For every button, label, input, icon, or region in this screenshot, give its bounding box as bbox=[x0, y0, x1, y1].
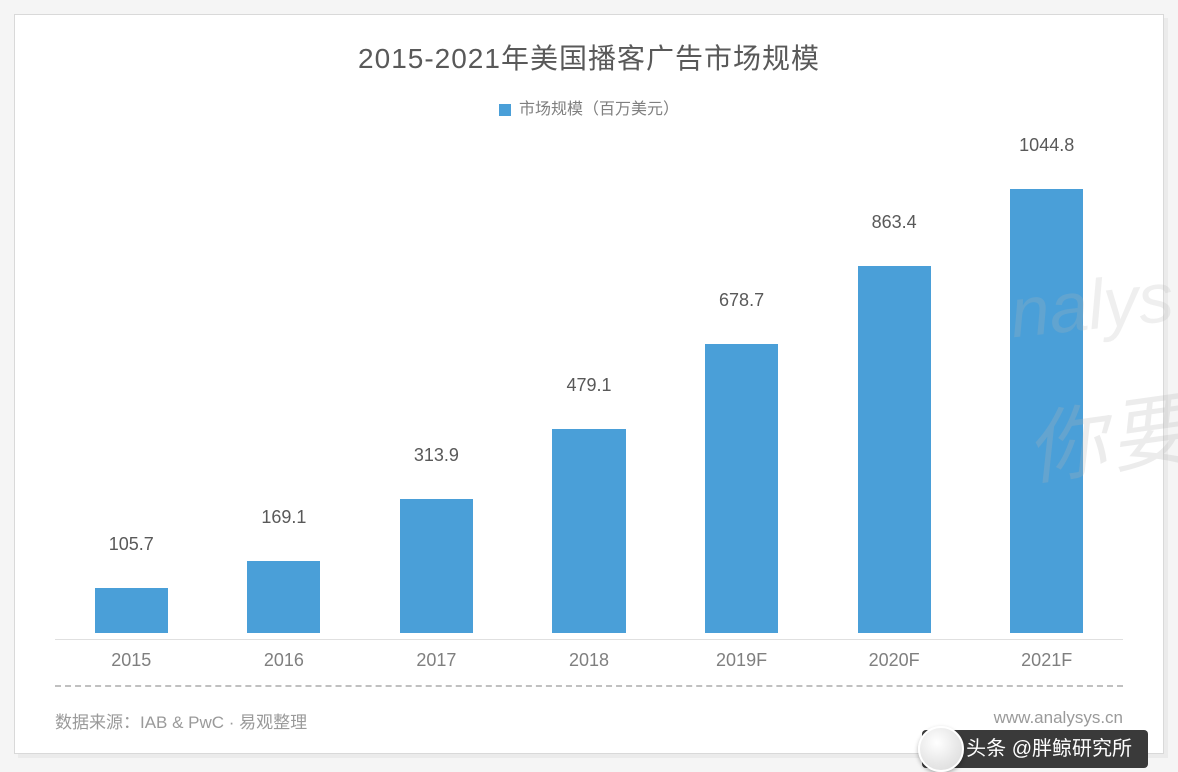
chart-legend: 市场规模（百万美元） bbox=[15, 95, 1163, 119]
bar bbox=[858, 266, 931, 633]
x-axis-label: 2020F bbox=[818, 650, 971, 671]
bar-value-label: 479.1 bbox=[513, 375, 666, 402]
bar bbox=[247, 561, 320, 633]
bar-value-label: 313.9 bbox=[360, 445, 513, 472]
bar-value-label: 1044.8 bbox=[970, 135, 1123, 162]
attribution-badge: 头条 @胖鲸研究所 bbox=[922, 730, 1148, 768]
bar-group: 863.4 bbox=[818, 165, 971, 633]
bar-value-label: 678.7 bbox=[665, 290, 818, 317]
chart-card: 2015-2021年美国播客广告市场规模 市场规模（百万美元） 105.7169… bbox=[14, 14, 1164, 754]
bar-value-label: 169.1 bbox=[208, 507, 361, 534]
x-axis-label: 2021F bbox=[970, 650, 1123, 671]
chart-plot-area: 105.7169.1 313.9 479.1 678.7 863.41044.8 bbox=[55, 165, 1123, 633]
x-axis-label: 2016 bbox=[208, 650, 361, 671]
chart-title: 2015-2021年美国播客广告市场规模 bbox=[15, 15, 1163, 77]
bar bbox=[1010, 189, 1083, 634]
bar-group: 105.7 bbox=[55, 165, 208, 633]
bar-group: 678.7 bbox=[665, 165, 818, 633]
avatar-icon bbox=[918, 726, 964, 772]
bar-value-label: 863.4 bbox=[818, 212, 971, 239]
bar-group: 313.9 bbox=[360, 165, 513, 633]
legend-swatch bbox=[499, 104, 511, 116]
x-axis-label: 2017 bbox=[360, 650, 513, 671]
bar-group: 1044.8 bbox=[970, 165, 1123, 633]
x-axis-label: 2018 bbox=[513, 650, 666, 671]
x-axis-label: 2015 bbox=[55, 650, 208, 671]
source-site-label: www.analysys.cn bbox=[994, 708, 1123, 728]
attribution-handle: @胖鲸研究所 bbox=[1012, 738, 1132, 760]
x-axis-labels: 20152016201720182019F2020F2021F bbox=[55, 639, 1123, 687]
bar-group: 169.1 bbox=[208, 165, 361, 633]
bar-group: 479.1 bbox=[513, 165, 666, 633]
bar bbox=[400, 499, 473, 633]
attribution-prefix: 头条 bbox=[966, 738, 1006, 760]
data-source-label: 数据来源：IAB & PwC · 易观整理 bbox=[55, 708, 307, 733]
x-axis-label: 2019F bbox=[665, 650, 818, 671]
bar bbox=[705, 344, 778, 633]
bar bbox=[95, 588, 168, 633]
bar-value-label: 105.7 bbox=[55, 534, 208, 561]
bar bbox=[552, 429, 625, 633]
legend-label: 市场规模（百万美元） bbox=[519, 101, 679, 118]
